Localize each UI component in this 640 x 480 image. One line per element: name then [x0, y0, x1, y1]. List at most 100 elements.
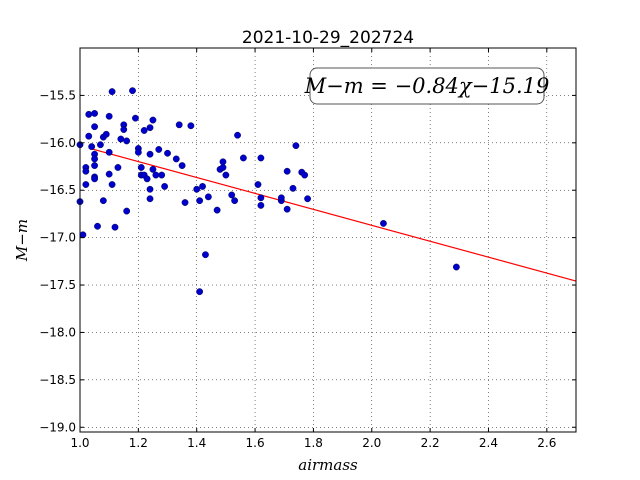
data-point [219, 158, 227, 166]
data-point [82, 181, 90, 188]
data-point [108, 88, 116, 96]
y-tick-label: −18.5 [39, 373, 76, 387]
data-point [120, 126, 128, 133]
y-tick-label: −16.5 [39, 183, 76, 197]
data-point [172, 155, 180, 163]
data-point [196, 197, 204, 205]
data-point [134, 148, 142, 156]
x-tick-label: 1.0 [70, 436, 89, 450]
data-point [105, 170, 113, 178]
y-tick-label: −17.0 [39, 231, 76, 245]
data-point [196, 288, 204, 296]
y-tick-label: −17.5 [39, 278, 76, 292]
fit-annotation: M−m = −0.84χ−15.19 [304, 67, 550, 105]
data-point [146, 185, 154, 193]
data-point [289, 184, 297, 192]
chart-title: 2021-10-29_202724 [242, 28, 414, 48]
data-point [283, 167, 291, 175]
data-point [149, 165, 157, 173]
data-point [202, 251, 209, 259]
data-point [117, 135, 125, 143]
data-point [257, 194, 265, 202]
data-point [97, 141, 104, 149]
grid-lines [79, 48, 576, 432]
x-tick-label: 2.2 [421, 436, 440, 450]
data-point [91, 155, 98, 163]
data-point [234, 131, 241, 139]
data-point [85, 110, 93, 118]
annotation-box [309, 67, 545, 105]
data-point [82, 167, 90, 175]
data-point [111, 223, 119, 231]
data-point [155, 146, 163, 153]
data-point [181, 199, 189, 206]
data-point [292, 142, 300, 150]
data-point [105, 112, 113, 120]
y-axis-label: M−m [13, 219, 31, 262]
x-tick-label: 1.4 [187, 436, 206, 450]
data-point [91, 110, 98, 117]
x-tick-label: 2.0 [362, 436, 381, 450]
data-point [158, 171, 166, 179]
data-point [137, 164, 145, 171]
data-point [146, 124, 154, 132]
data-point [102, 130, 110, 138]
data-point [85, 132, 93, 140]
data-point [257, 201, 265, 209]
data-point [164, 149, 171, 157]
data-point [380, 220, 387, 227]
y-tick-label: −15.5 [39, 88, 76, 102]
x-tick-label: 1.8 [304, 436, 323, 450]
data-point [88, 143, 96, 151]
data-point [91, 162, 98, 169]
data-point [175, 121, 183, 129]
x-axis-label: airmass [298, 456, 358, 474]
x-tick-label: 2.4 [479, 436, 498, 450]
data-point [277, 194, 285, 202]
data-point [219, 164, 227, 171]
data-point [199, 183, 206, 190]
data-point [79, 231, 87, 239]
data-point [257, 154, 265, 162]
x-axis-ticks: 1.0 1.2 1.4 1.6 1.8 2.0 2.2 2.4 2.6 [70, 48, 556, 450]
data-point [239, 154, 247, 162]
data-point [99, 197, 107, 205]
data-point [105, 148, 113, 156]
y-axis-ticks: −15.5 −16.0 −16.5 −17.0 −17.5 −18.0 −18.5 −19.0 [39, 88, 576, 434]
data-point [146, 195, 154, 203]
data-point [91, 123, 98, 131]
y-tick-label: −18.0 [39, 325, 76, 339]
data-point [178, 162, 186, 169]
y-tick-label: −19.0 [39, 420, 76, 434]
fit-line [88, 147, 577, 282]
data-point [108, 181, 116, 188]
data-point [132, 114, 139, 122]
data-point [222, 171, 230, 179]
data-points [76, 87, 460, 296]
x-tick-label: 2.6 [537, 436, 556, 450]
data-point [94, 222, 101, 230]
data-point [283, 205, 291, 213]
data-point [452, 263, 460, 271]
data-point [143, 175, 151, 183]
data-point [114, 164, 122, 171]
data-point [149, 116, 157, 124]
annotation-text: M−m = −0.84χ−15.19 [304, 74, 550, 98]
data-point [187, 122, 195, 130]
x-tick-label: 1.2 [129, 436, 148, 450]
data-point [123, 207, 131, 215]
data-point [152, 171, 160, 179]
data-point [304, 195, 311, 203]
plot-frame [79, 47, 577, 433]
data-point [161, 183, 169, 190]
data-point [204, 193, 212, 201]
y-tick-label: −16.0 [39, 136, 76, 150]
data-point [231, 197, 239, 205]
data-point [140, 127, 148, 134]
x-tick-label: 1.6 [246, 436, 265, 450]
data-point [129, 87, 136, 95]
data-point [123, 137, 131, 145]
data-point [213, 206, 221, 214]
data-point [146, 150, 154, 158]
